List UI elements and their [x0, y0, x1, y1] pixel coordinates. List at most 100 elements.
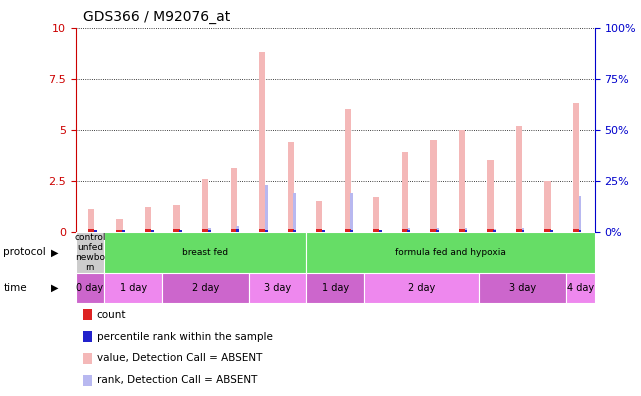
- Bar: [145, 207, 151, 232]
- Bar: [88, 229, 94, 232]
- Bar: [364, 273, 479, 303]
- Text: 1 day: 1 day: [322, 283, 349, 293]
- Bar: [493, 230, 496, 232]
- Bar: [231, 229, 237, 232]
- Bar: [566, 273, 595, 303]
- Bar: [573, 103, 579, 232]
- Bar: [174, 205, 179, 232]
- Bar: [237, 229, 239, 232]
- Bar: [550, 230, 553, 232]
- Text: rank, Detection Call = ABSENT: rank, Detection Call = ABSENT: [97, 375, 257, 385]
- Bar: [94, 230, 97, 232]
- Bar: [459, 229, 465, 232]
- Bar: [104, 232, 306, 273]
- Bar: [208, 228, 211, 232]
- Bar: [179, 230, 182, 232]
- Bar: [487, 229, 494, 232]
- Text: ▶: ▶: [51, 283, 59, 293]
- Bar: [516, 229, 522, 232]
- Bar: [237, 227, 239, 232]
- Bar: [373, 197, 379, 232]
- Text: formula fed and hypoxia: formula fed and hypoxia: [395, 248, 506, 257]
- Bar: [259, 229, 265, 232]
- Text: ▶: ▶: [51, 248, 59, 257]
- Bar: [306, 232, 595, 273]
- Bar: [544, 229, 551, 232]
- Bar: [294, 230, 296, 232]
- Bar: [550, 230, 553, 232]
- Bar: [249, 273, 306, 303]
- Bar: [487, 160, 494, 232]
- Bar: [522, 230, 524, 232]
- Bar: [145, 229, 151, 232]
- Bar: [345, 229, 351, 232]
- Bar: [294, 193, 296, 232]
- Bar: [516, 126, 522, 232]
- Bar: [408, 230, 410, 232]
- Bar: [436, 228, 439, 232]
- Bar: [288, 142, 294, 232]
- Bar: [202, 179, 208, 232]
- Text: 3 day: 3 day: [264, 283, 291, 293]
- Bar: [316, 229, 322, 232]
- Bar: [122, 230, 125, 232]
- Bar: [351, 230, 353, 232]
- Bar: [579, 230, 581, 232]
- Text: GDS366 / M92076_at: GDS366 / M92076_at: [83, 10, 231, 24]
- Bar: [379, 230, 382, 232]
- Bar: [479, 273, 566, 303]
- Bar: [162, 273, 249, 303]
- Bar: [231, 168, 237, 232]
- Bar: [76, 273, 104, 303]
- Text: time: time: [3, 283, 27, 293]
- Text: control
unfed
newbo
rn: control unfed newbo rn: [74, 233, 106, 272]
- Bar: [76, 232, 104, 273]
- Text: 0 day: 0 day: [76, 283, 104, 293]
- Bar: [288, 229, 294, 232]
- Text: 2 day: 2 day: [192, 283, 219, 293]
- Text: protocol: protocol: [3, 248, 46, 257]
- Text: 4 day: 4 day: [567, 283, 594, 293]
- Bar: [151, 230, 154, 232]
- Bar: [322, 230, 325, 232]
- Bar: [174, 229, 179, 232]
- Bar: [579, 196, 581, 232]
- Bar: [208, 230, 211, 232]
- Bar: [493, 228, 496, 232]
- Bar: [408, 228, 410, 232]
- Bar: [430, 229, 437, 232]
- Bar: [322, 230, 325, 232]
- Bar: [379, 230, 382, 232]
- Bar: [465, 228, 467, 232]
- Bar: [573, 229, 579, 232]
- Bar: [436, 230, 439, 232]
- Bar: [316, 201, 322, 232]
- Bar: [94, 230, 97, 232]
- Text: percentile rank within the sample: percentile rank within the sample: [97, 331, 272, 342]
- Bar: [202, 229, 208, 232]
- Text: breast fed: breast fed: [183, 248, 228, 257]
- Bar: [459, 129, 465, 232]
- Bar: [259, 52, 265, 232]
- Bar: [117, 230, 122, 232]
- Bar: [88, 209, 94, 232]
- Bar: [522, 228, 524, 232]
- Bar: [430, 140, 437, 232]
- Text: count: count: [97, 310, 126, 320]
- Bar: [465, 230, 467, 232]
- Bar: [179, 230, 182, 232]
- Text: 3 day: 3 day: [509, 283, 537, 293]
- Bar: [104, 273, 162, 303]
- Bar: [306, 273, 364, 303]
- Bar: [345, 109, 351, 232]
- Bar: [402, 152, 408, 232]
- Bar: [544, 181, 551, 232]
- Bar: [117, 219, 122, 232]
- Text: 1 day: 1 day: [120, 283, 147, 293]
- Bar: [151, 230, 154, 232]
- Text: value, Detection Call = ABSENT: value, Detection Call = ABSENT: [97, 353, 262, 364]
- Bar: [122, 230, 125, 232]
- Bar: [373, 229, 379, 232]
- Text: 2 day: 2 day: [408, 283, 435, 293]
- Bar: [265, 185, 268, 232]
